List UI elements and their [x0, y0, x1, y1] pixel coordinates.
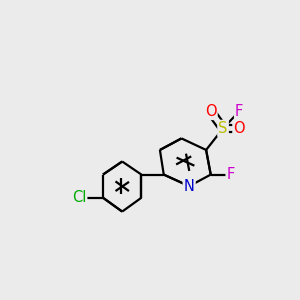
Text: S: S — [218, 121, 228, 136]
Text: N: N — [184, 178, 195, 194]
Text: F: F — [226, 167, 235, 182]
Text: O: O — [233, 121, 245, 136]
Text: Cl: Cl — [72, 190, 86, 205]
Text: F: F — [235, 104, 243, 119]
Text: O: O — [205, 104, 217, 119]
